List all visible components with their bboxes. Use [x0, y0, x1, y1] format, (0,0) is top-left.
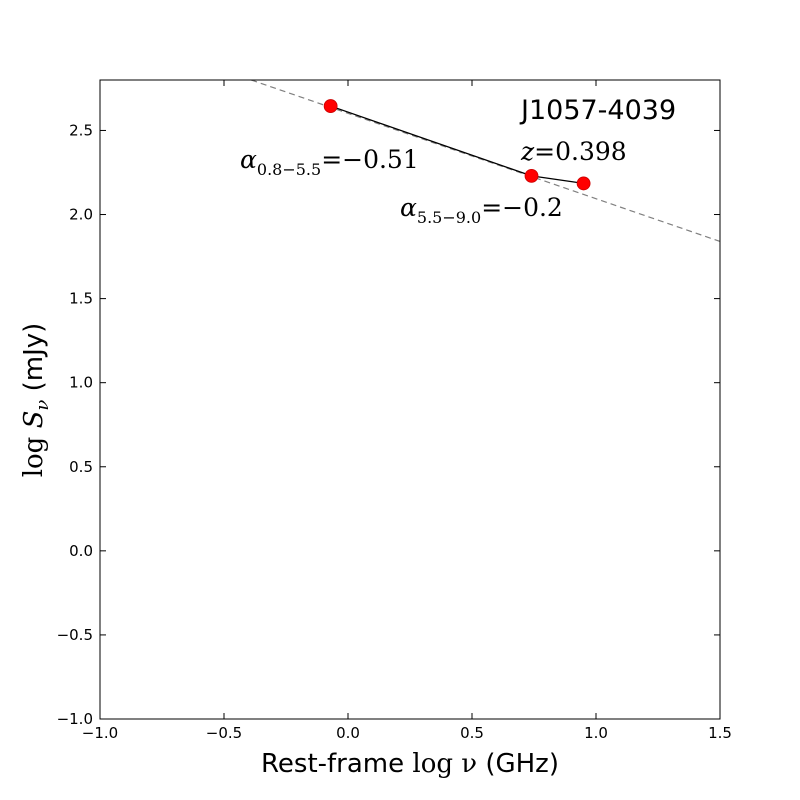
data-point — [576, 176, 591, 191]
redshift-var: z — [520, 137, 535, 166]
y-tick-label: −1.0 — [57, 710, 93, 728]
x-tick-label: −1.0 — [82, 724, 118, 742]
x-axis-title-suffix: (GHz) — [485, 749, 559, 779]
spectral-segment — [330, 105, 532, 177]
x-tick-label: 1.0 — [584, 724, 608, 742]
y-axis-title-suffix: (mJy) — [19, 323, 49, 392]
y-tick-label: 2.5 — [69, 121, 93, 139]
x-tick-label: −0.5 — [206, 724, 242, 742]
alpha-1-symbol: α — [240, 145, 257, 174]
y-axis-title-s: S — [19, 411, 49, 429]
y-tick-label: 0.5 — [69, 458, 93, 476]
x-axis-title-math: log ν — [412, 749, 477, 779]
x-tick-label: 1.5 — [708, 724, 732, 742]
alpha-2-symbol: α — [400, 193, 417, 222]
alpha-2-value: =−0.2 — [481, 193, 563, 222]
alpha-1-label: α0.8−5.5=−0.51 — [240, 145, 419, 179]
y-axis-title-nu: ν — [32, 400, 53, 411]
y-tick-label: 2.0 — [69, 206, 93, 224]
y-axis-title-suffix-space — [19, 391, 49, 399]
x-axis-title: Rest-frame log ν (GHz) — [261, 749, 559, 779]
x-tick-label: 0.5 — [460, 724, 484, 742]
spectral-segment — [531, 175, 584, 185]
y-tick-label: −0.5 — [57, 626, 93, 644]
alpha-2-subscript: 5.5−9.0 — [417, 208, 481, 227]
alpha-1-value: =−0.51 — [321, 145, 419, 174]
y-tick-label: 0.0 — [69, 542, 93, 560]
alpha-1-subscript: 0.8−5.5 — [257, 160, 321, 179]
x-axis-title-prefix: Rest-frame — [261, 749, 404, 779]
y-tick-label: 1.0 — [69, 374, 93, 392]
redshift-value: =0.398 — [534, 137, 627, 166]
alpha-2-label: α5.5−9.0=−0.2 — [400, 193, 563, 227]
data-point — [524, 168, 539, 183]
y-axis-title-log: log — [19, 437, 49, 478]
y-tick-label: 1.5 — [69, 290, 93, 308]
redshift-label: z=0.398 — [520, 137, 627, 166]
source-name-label: J1057-4039 — [519, 95, 676, 126]
y-axis-title: log Sν (mJy) — [19, 323, 53, 478]
plot-frame — [99, 79, 721, 720]
data-point — [323, 99, 338, 113]
x-tick-label: 0.0 — [336, 724, 360, 742]
